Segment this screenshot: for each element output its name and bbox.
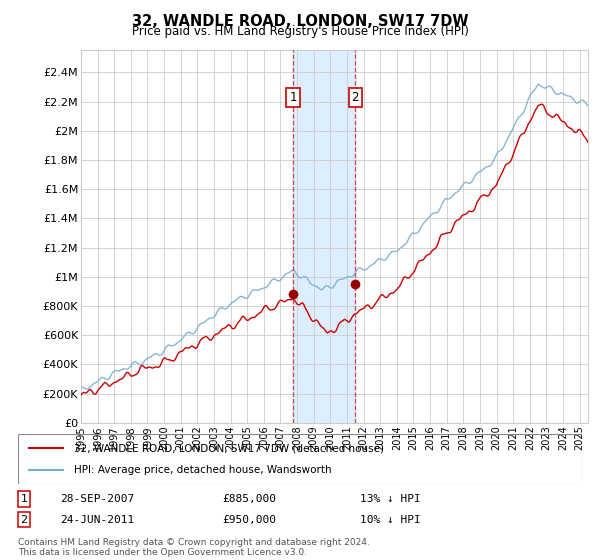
Bar bbox=[293, 50, 355, 423]
Text: 13% ↓ HPI: 13% ↓ HPI bbox=[360, 494, 421, 504]
Text: 10% ↓ HPI: 10% ↓ HPI bbox=[360, 515, 421, 525]
Text: 2: 2 bbox=[352, 91, 359, 104]
Text: 2: 2 bbox=[20, 515, 28, 525]
Text: 32, WANDLE ROAD, LONDON, SW17 7DW (detached house): 32, WANDLE ROAD, LONDON, SW17 7DW (detac… bbox=[74, 443, 385, 453]
Text: £885,000: £885,000 bbox=[222, 494, 276, 504]
Text: 1: 1 bbox=[20, 494, 28, 504]
Text: Contains HM Land Registry data © Crown copyright and database right 2024.
This d: Contains HM Land Registry data © Crown c… bbox=[18, 538, 370, 557]
Text: 1: 1 bbox=[289, 91, 296, 104]
Text: HPI: Average price, detached house, Wandsworth: HPI: Average price, detached house, Wand… bbox=[74, 465, 332, 475]
Text: Price paid vs. HM Land Registry's House Price Index (HPI): Price paid vs. HM Land Registry's House … bbox=[131, 25, 469, 38]
Text: £950,000: £950,000 bbox=[222, 515, 276, 525]
Text: 32, WANDLE ROAD, LONDON, SW17 7DW: 32, WANDLE ROAD, LONDON, SW17 7DW bbox=[132, 14, 468, 29]
Text: 28-SEP-2007: 28-SEP-2007 bbox=[60, 494, 134, 504]
Text: 24-JUN-2011: 24-JUN-2011 bbox=[60, 515, 134, 525]
